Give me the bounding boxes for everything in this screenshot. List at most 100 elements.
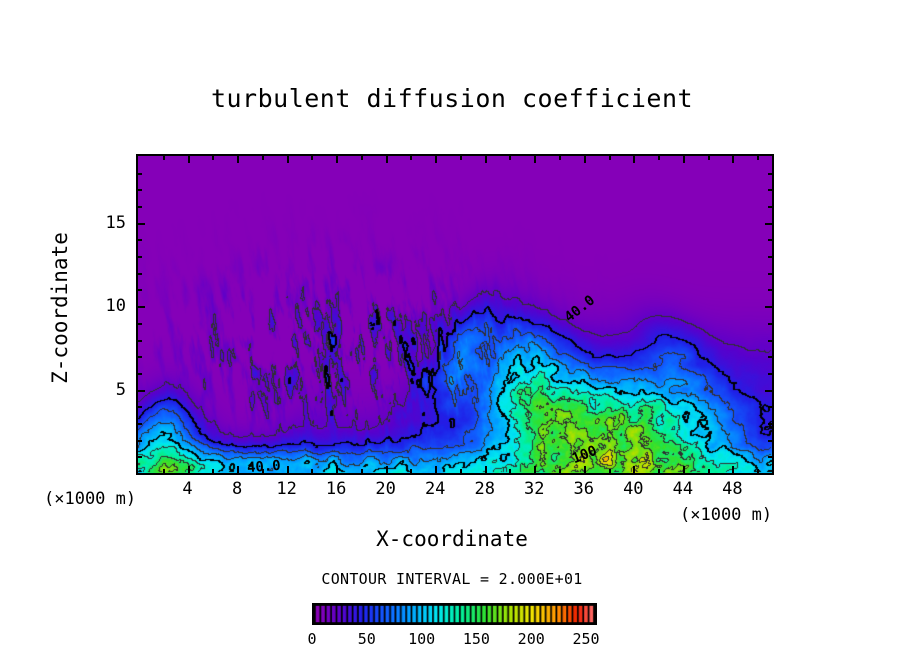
- x-tick-top: [212, 156, 215, 160]
- z-axis-unit: (×1000 m): [44, 489, 137, 509]
- x-tick-label: 8: [231, 479, 243, 499]
- x-tick-label: 12: [276, 479, 297, 499]
- x-tick-top: [707, 156, 710, 160]
- colorbar-canvas: [312, 603, 597, 625]
- x-tick: [385, 466, 388, 473]
- y-tick: [138, 306, 145, 309]
- contour-label: 40.0: [246, 457, 282, 477]
- page-title: turbulent diffusion coefficient: [210, 84, 694, 113]
- x-tick-top: [360, 156, 363, 160]
- colorbar-tick-label: 50: [357, 630, 376, 648]
- x-tick: [286, 466, 289, 473]
- x-tick: [534, 466, 537, 473]
- x-tick: [757, 469, 760, 473]
- x-tick: [410, 469, 413, 473]
- x-tick: [311, 469, 314, 473]
- x-tick-label: 44: [672, 479, 694, 499]
- x-tick: [237, 466, 240, 473]
- x-axis-title: X-coordinate: [376, 527, 528, 551]
- y-tick: [138, 422, 142, 425]
- x-tick-label: 32: [524, 479, 545, 499]
- x-tick: [212, 469, 215, 473]
- y-tick-right: [768, 406, 772, 409]
- x-tick-label: 24: [424, 479, 446, 499]
- x-tick-label: 40: [623, 479, 644, 499]
- y-tick: [138, 272, 142, 275]
- y-tick-right: [768, 189, 772, 192]
- colorbar-tick-label: 100: [408, 630, 436, 648]
- y-tick: [138, 339, 142, 342]
- x-tick: [459, 469, 462, 473]
- y-tick: [138, 206, 142, 209]
- x-tick: [559, 469, 562, 473]
- y-tick-right: [768, 239, 772, 242]
- x-tick-top: [608, 156, 611, 160]
- x-tick-top: [732, 156, 735, 163]
- x-tick-top: [435, 156, 438, 163]
- y-tick: [138, 289, 142, 292]
- x-tick: [435, 466, 438, 473]
- x-tick-top: [286, 156, 289, 163]
- x-tick-top: [187, 156, 190, 163]
- x-tick-label: 36: [573, 479, 595, 499]
- y-tick-right: [768, 256, 772, 259]
- y-tick-right: [768, 422, 772, 425]
- y-tick-right: [768, 289, 772, 292]
- x-tick: [682, 466, 685, 473]
- x-tick: [509, 469, 512, 473]
- x-tick-top: [534, 156, 537, 163]
- x-tick-label: 28: [474, 479, 495, 499]
- x-tick-top: [658, 156, 661, 160]
- x-tick-top: [385, 156, 388, 163]
- x-tick-label: 16: [325, 479, 347, 499]
- plot-area: [136, 154, 774, 475]
- y-tick-label: 10: [105, 296, 126, 317]
- colorbar-tick-label: 0: [307, 630, 317, 648]
- y-tick-right: [768, 356, 772, 359]
- y-tick-right: [768, 272, 772, 275]
- y-tick-right: [765, 222, 772, 225]
- x-tick-label: 20: [375, 479, 396, 499]
- x-tick-label: 48: [722, 479, 743, 499]
- y-tick: [138, 406, 142, 409]
- y-tick-right: [768, 456, 772, 459]
- y-tick-right: [768, 322, 772, 325]
- x-tick: [336, 466, 339, 473]
- y-tick: [138, 239, 142, 242]
- x-tick-top: [459, 156, 462, 160]
- x-tick-top: [410, 156, 413, 160]
- x-axis-unit: (×1000 m): [680, 505, 773, 525]
- x-tick-top: [237, 156, 240, 163]
- x-tick: [187, 466, 190, 473]
- contour-interval-caption: CONTOUR INTERVAL = 2.000E+01: [321, 570, 583, 588]
- x-tick-top: [311, 156, 314, 160]
- x-tick-top: [509, 156, 512, 160]
- y-tick-right: [768, 439, 772, 442]
- x-tick-top: [633, 156, 636, 163]
- y-tick: [138, 322, 142, 325]
- y-tick-label: 15: [105, 212, 126, 233]
- x-tick-top: [484, 156, 487, 163]
- x-tick-top: [261, 156, 264, 160]
- colorbar-tick-label: 250: [572, 630, 600, 648]
- colorbar: [312, 603, 597, 625]
- x-tick: [658, 469, 661, 473]
- x-tick: [633, 466, 636, 473]
- x-tick-top: [757, 156, 760, 160]
- x-tick: [360, 469, 363, 473]
- colorbar-tick-label: 200: [517, 630, 545, 648]
- x-tick-top: [162, 156, 165, 160]
- x-tick: [162, 469, 165, 473]
- x-tick: [608, 469, 611, 473]
- y-tick: [138, 389, 145, 392]
- y-tick-right: [765, 306, 772, 309]
- y-tick-right: [768, 206, 772, 209]
- x-tick: [707, 469, 710, 473]
- x-tick-top: [559, 156, 562, 160]
- y-tick-right: [768, 372, 772, 375]
- y-tick: [138, 172, 142, 175]
- y-tick-right: [765, 389, 772, 392]
- y-tick: [138, 356, 142, 359]
- y-tick: [138, 439, 142, 442]
